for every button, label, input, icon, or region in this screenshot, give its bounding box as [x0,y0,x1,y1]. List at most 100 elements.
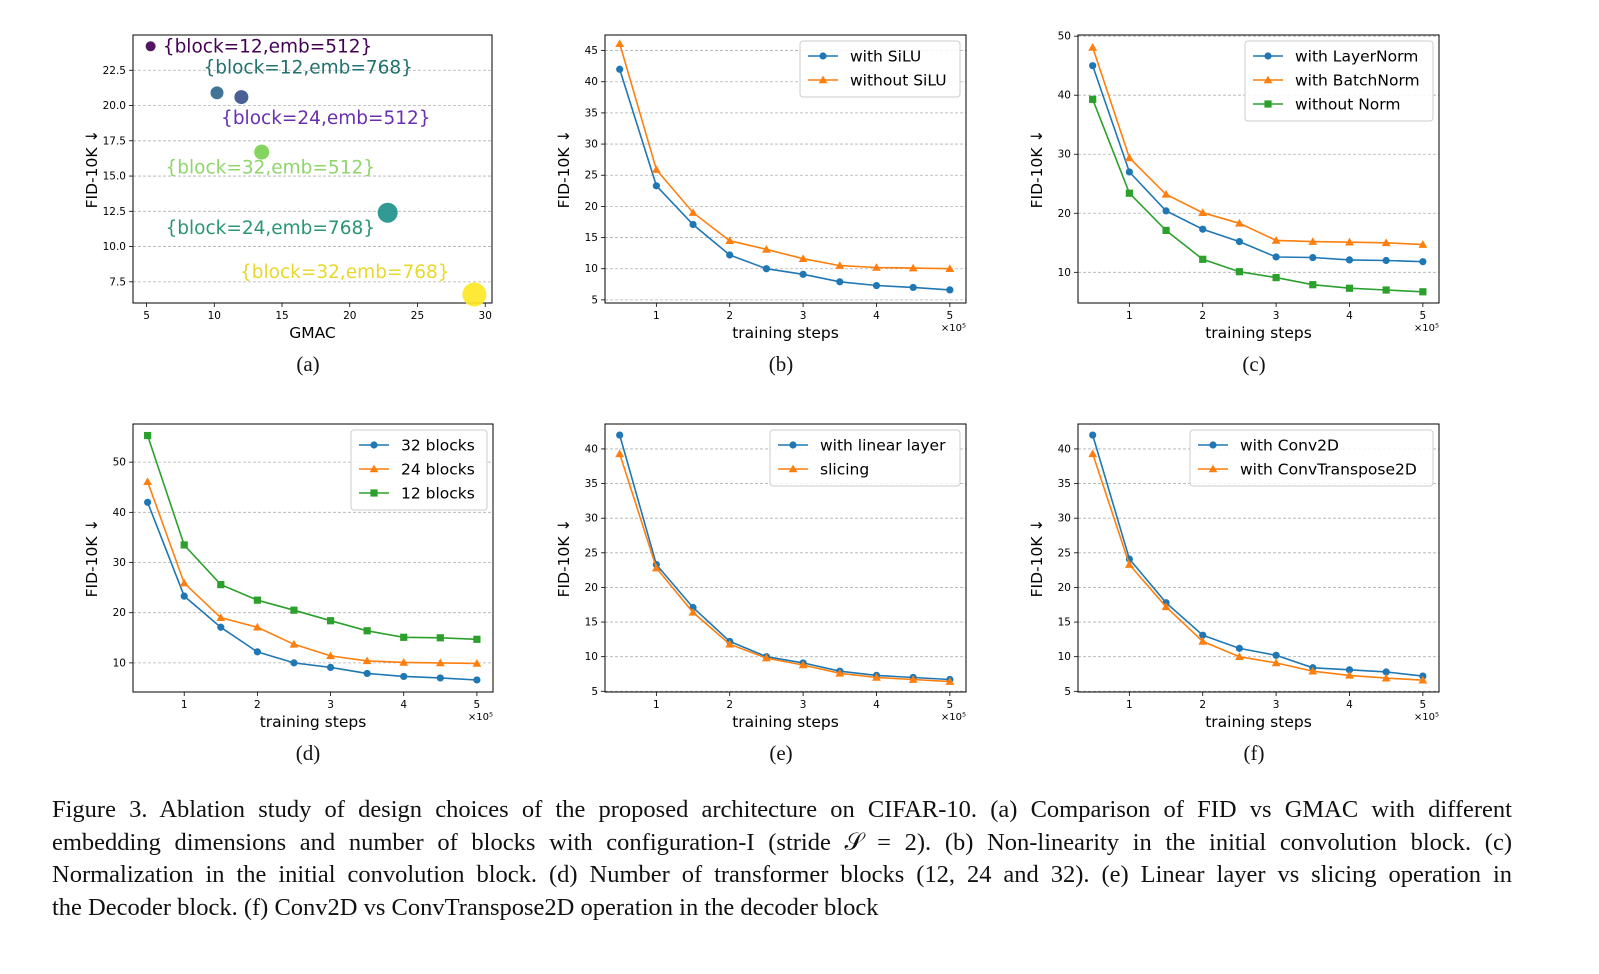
y-tick-label: 25 [585,170,598,182]
data-point [1124,153,1134,162]
data-point [1263,75,1273,84]
x-tick-label: 2 [1199,699,1206,711]
x-tick-label: 25 [411,310,424,322]
x-tick-label: 5 [947,699,954,711]
legend-label: with Conv2D [1240,437,1339,455]
data-point [1345,284,1354,292]
data-point [688,208,698,216]
x-offset-label: ×10⁵ [1414,323,1439,334]
data-point [436,674,444,682]
data-point [253,596,261,604]
data-point [179,578,189,587]
data-point [762,265,771,273]
scatter-point [462,282,487,307]
x-tick-label: 3 [1273,699,1280,711]
x-tick-label: 30 [479,310,492,322]
plot-frame [604,34,967,304]
scatter-annotation: {block=32,emb=512} [166,158,376,179]
x-tick-label: 5 [1420,699,1427,711]
y-tick-label: 5 [591,294,598,306]
caption-line: the Decoder block. (f) Conv2D vs ConvTra… [52,893,879,921]
legend-label: with BatchNorm [1295,72,1420,90]
data-point [144,498,152,506]
data-point [435,658,445,667]
data-point [370,441,378,449]
data-point [362,656,372,665]
x-tick-label: 1 [653,310,660,322]
legend-label: slicing [820,461,869,479]
plot-frame [604,423,967,693]
y-tick-label: 10 [113,657,126,669]
legend-frame [1244,40,1434,122]
y-tick-label: 5 [1064,686,1071,698]
y-tick-label: 20.0 [103,100,126,112]
y-tick-label: 25 [585,547,598,559]
scatter-point [234,90,249,105]
x-tick-label: 3 [800,699,807,711]
y-tick-label: 10 [1058,267,1071,279]
data-point [290,606,298,614]
scatter-annotation: {block=24,emb=512} [221,108,431,129]
subcaption-e: (e) [769,741,793,765]
data-point [908,675,918,683]
data-point [872,673,881,681]
data-point [1271,236,1281,244]
legend: with LayerNorm with BatchNorm without Norm [1244,40,1434,122]
data-point [762,245,771,253]
scatter-point [254,144,270,160]
y-axis-label: FID-10K ↓ [83,130,101,209]
data-point [1272,253,1280,261]
data-point [1235,218,1244,227]
scatter-annotation: {block=24,emb=768} [166,218,376,239]
data-point [400,672,408,681]
subcaption-c: (c) [1242,352,1266,376]
data-point [616,431,624,439]
x-offset-label: ×10⁵ [468,712,493,723]
scatter-annotation: {block=12,emb=512} [163,36,373,57]
x-tick-label: 4 [1346,310,1353,322]
data-point [180,541,188,549]
data-point [1272,274,1280,282]
data-point [1235,238,1244,246]
data-point [144,431,152,440]
data-point [1125,168,1133,176]
series-line [618,43,950,270]
data-point [818,75,828,84]
x-axis-label: training steps [1205,324,1312,342]
series-line [1091,99,1423,293]
series-line [1091,47,1423,246]
y-tick-label: 12.5 [103,206,126,218]
data-point [1124,560,1134,568]
data-point [872,281,881,290]
data-point [326,617,335,625]
data-point [473,676,481,684]
data-point [946,286,954,294]
y-axis-label: FID-10K ↓ [1028,130,1046,209]
legend: with Conv2D with ConvTranspose2D [1189,429,1434,487]
figure-canvas: 7.510.012.515.017.520.022.55 10 15 20 25 30GM… [83,31,1440,731]
x-tick-label: 20 [343,310,356,322]
data-point [1418,240,1428,248]
x-tick-label: 10 [208,310,221,322]
y-tick-label: 40 [113,507,126,519]
x-tick-label: 3 [1273,310,1280,322]
y-tick-label: 30 [1058,513,1071,525]
legend: with SiLU without SiLU [799,40,961,98]
data-point [1382,668,1390,676]
data-point [1308,666,1318,675]
caption-line: Figure 3. Ablation study of design choic… [52,796,1512,823]
x-tick-label: 5 [474,699,481,711]
data-point [1089,431,1097,439]
subcaption-d: (d) [295,741,321,765]
caption-line: Normalization in the initial convolution… [52,861,1512,888]
data-point [180,592,188,600]
data-point [1088,42,1098,51]
data-point [615,449,625,458]
data-point [725,639,735,648]
scatter-point [210,86,224,100]
legend-frame [350,429,488,511]
data-point [651,165,661,173]
legend-label: with LayerNorm [1295,48,1418,66]
data-point [799,270,807,278]
data-point [1345,670,1354,679]
